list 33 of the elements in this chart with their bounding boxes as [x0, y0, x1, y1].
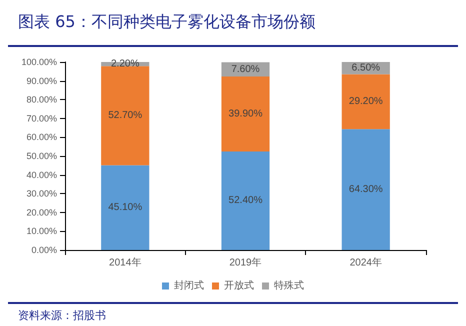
x-tick-label: 2024年	[350, 256, 382, 268]
bar	[101, 165, 150, 250]
data-label: 7.60%	[231, 64, 260, 75]
data-label: 39.90%	[228, 108, 263, 120]
y-tick-label: 60.00%	[26, 132, 57, 142]
y-tick-label: 70.00%	[26, 113, 57, 124]
data-label: 6.50%	[352, 62, 380, 74]
y-tick-label: 100.00%	[21, 57, 57, 67]
data-label: 52.40%	[228, 195, 263, 206]
bar	[101, 66, 150, 166]
y-tick-label: 20.00%	[26, 207, 57, 218]
y-tick-label: 30.00%	[26, 188, 57, 199]
bar	[221, 76, 270, 152]
bar	[221, 151, 270, 250]
x-tick-label: 2019年	[229, 256, 262, 268]
bar	[342, 74, 390, 130]
y-tick-label: 50.00%	[26, 151, 57, 161]
y-tick-label: 80.00%	[26, 94, 57, 105]
y-tick-label: 90.00%	[26, 76, 57, 86]
legend-label: 特殊式	[274, 280, 304, 292]
chart-title: 图表 65：不同种类电子雾化设备市场份额	[18, 12, 316, 33]
y-tick-label: 10.00%	[26, 226, 57, 236]
data-label: 29.20%	[348, 96, 383, 108]
bar	[342, 129, 390, 250]
data-label: 64.30%	[348, 184, 383, 196]
y-tick-label: 0.00%	[31, 245, 57, 255]
legend-label: 封闭式	[174, 280, 204, 292]
data-label: 52.70%	[108, 110, 142, 122]
text: 资料来源：招股书	[18, 308, 106, 323]
legend-label: 开放式	[224, 280, 254, 292]
y-tick-label: 40.00%	[26, 170, 57, 180]
x-tick-label: 2014年	[109, 256, 142, 268]
data-label: 45.10%	[108, 202, 142, 214]
